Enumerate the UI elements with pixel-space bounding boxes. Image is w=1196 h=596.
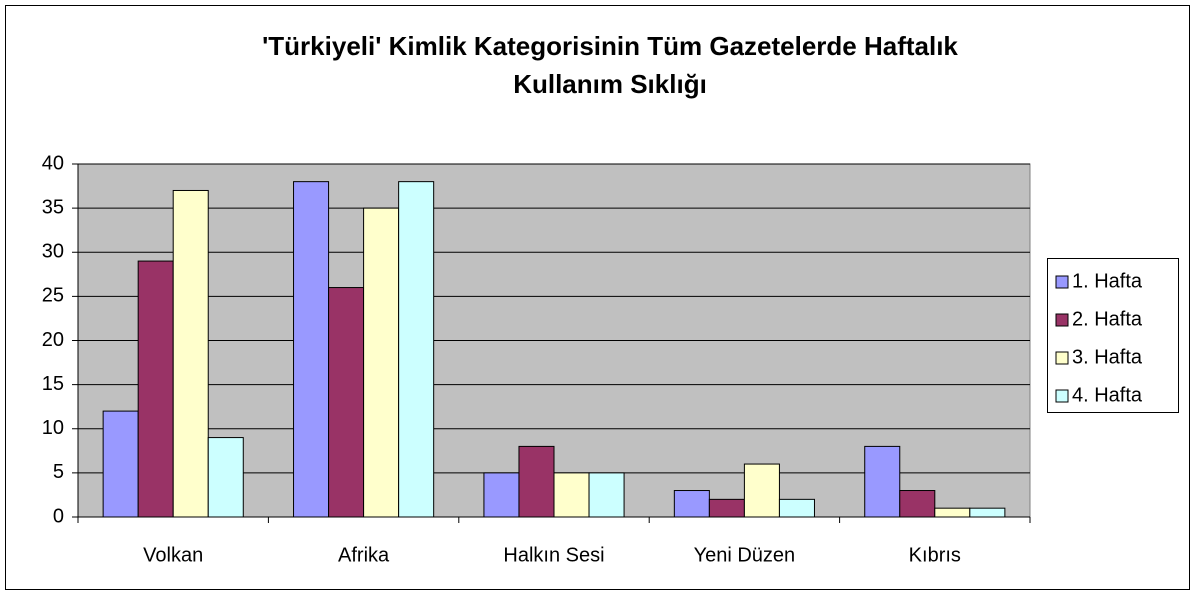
legend-label: 2. Hafta (1072, 308, 1143, 330)
legend-swatch (1055, 389, 1069, 403)
bar (708, 498, 745, 518)
bar (864, 445, 901, 518)
bar (363, 207, 400, 518)
x-tick-label: Afrika (338, 544, 390, 566)
bar (293, 181, 330, 518)
bar (673, 490, 710, 518)
y-tick-label: 35 (42, 196, 64, 218)
y-tick-label: 20 (42, 329, 64, 351)
x-tick-label: Yeni Düzen (694, 544, 796, 566)
bar (207, 437, 244, 518)
bar (518, 445, 555, 518)
legend-swatch (1055, 313, 1069, 327)
bar (172, 189, 209, 518)
bar (778, 498, 815, 518)
bar (743, 463, 780, 518)
y-tick-label: 5 (53, 461, 64, 483)
y-tick-label: 40 (42, 152, 64, 174)
bar (588, 472, 625, 518)
legend-swatch (1055, 275, 1069, 289)
bar (102, 410, 139, 518)
bar (483, 472, 520, 518)
x-tick-label: Kıbrıs (909, 544, 961, 566)
legend-label: 1. Hafta (1072, 270, 1143, 292)
legend-label: 3. Hafta (1072, 346, 1143, 368)
chart-title: 'Türkiyeli' Kimlik Kategorisinin Tüm Gaz… (262, 31, 958, 61)
bar (553, 472, 590, 518)
bar (137, 260, 174, 518)
bar (899, 490, 936, 518)
legend-swatch (1055, 351, 1069, 365)
y-tick-label: 25 (42, 285, 64, 307)
bar (934, 507, 971, 518)
x-tick-label: Halkın Sesi (503, 544, 604, 566)
bar (328, 287, 365, 518)
legend (1047, 258, 1179, 413)
x-tick-label: Volkan (143, 544, 203, 566)
y-tick-label: 0 (53, 505, 64, 527)
bar (398, 181, 435, 518)
y-tick-label: 10 (42, 417, 64, 439)
chart-title: Kullanım Sıklığı (513, 69, 707, 99)
y-tick-label: 15 (42, 373, 64, 395)
bar (969, 507, 1006, 518)
y-tick-label: 30 (42, 241, 64, 263)
legend-label: 4. Hafta (1072, 384, 1143, 406)
